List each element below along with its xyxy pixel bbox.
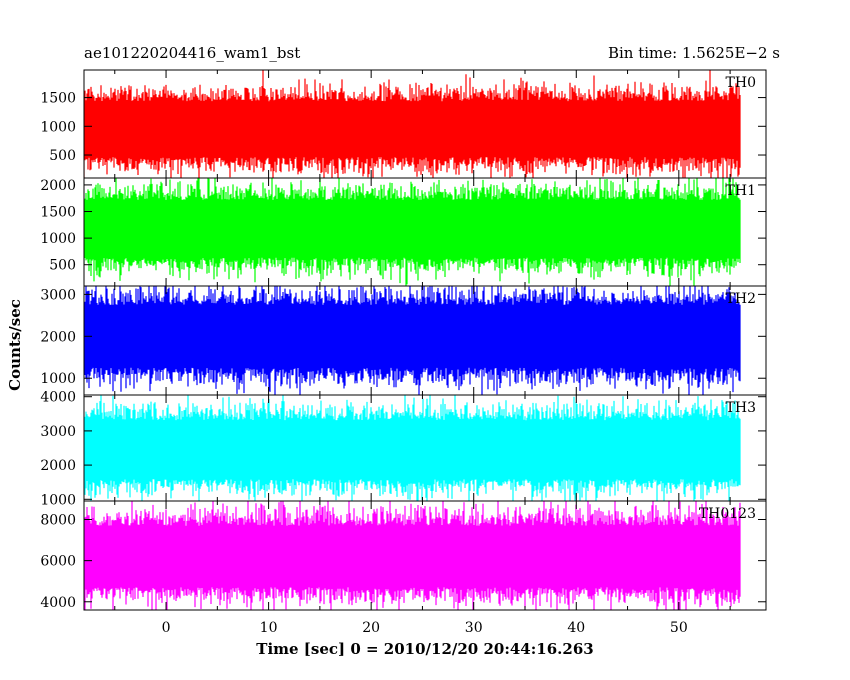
y-tick-label: 4000	[40, 595, 76, 611]
series-label-th3: TH3	[726, 400, 756, 416]
y-tick-label: 500	[49, 148, 76, 164]
panel-frame	[83, 500, 767, 611]
y-tick-label: 6000	[40, 554, 76, 570]
series-trace-th1	[84, 178, 741, 286]
chart-title-left: ae101220204416_wam1_bst	[84, 44, 300, 62]
x-axis-label: Time [sec] 0 = 2010/12/20 20:44:16.263	[256, 640, 593, 658]
panels-group: TH050010001500TH1500100015002000TH210002…	[40, 69, 767, 636]
series-label-th0: TH0	[726, 75, 756, 91]
series-trace-th3	[84, 395, 741, 501]
y-tick-label: 3000	[40, 287, 76, 303]
series-label-th0123: TH0123	[699, 506, 756, 522]
y-tick-label: 8000	[40, 513, 76, 529]
x-tick-label: 20	[362, 620, 380, 636]
x-tick-label: 50	[670, 620, 688, 636]
panel-th1: TH1 500 1000 1500 2000	[40, 177, 767, 287]
series-trace-th0	[84, 70, 741, 178]
series-label-th2: TH2	[726, 291, 756, 307]
y-tick-label: 1500	[40, 91, 76, 107]
panel-th0: TH0 500 1000 1500	[40, 69, 767, 179]
x-tick-label: 40	[567, 620, 585, 636]
y-tick-label: 500	[49, 258, 76, 274]
x-tick-label: 0	[162, 620, 171, 636]
panel-th3: TH3 1000 2000 3000 4000	[40, 390, 767, 508]
series-label-th1: TH1	[726, 183, 756, 199]
x-tick-label: 30	[465, 620, 483, 636]
y-tick-label: 2000	[40, 178, 76, 194]
chart-title-right: Bin time: 1.5625E−2 s	[608, 44, 780, 62]
y-tick-label: 1000	[40, 119, 76, 135]
panel-th0123: TH0123 4000 6000 8000	[40, 500, 767, 611]
y-tick-label: 1000	[40, 231, 76, 247]
y-axis-label: Counts/sec	[6, 299, 24, 391]
y-tick-label: 1000	[40, 371, 76, 387]
series-trace-th2	[84, 286, 741, 395]
y-tick-label: 3000	[40, 424, 76, 440]
x-tick-label: 10	[260, 620, 278, 636]
y-tick-label: 2000	[40, 329, 76, 345]
series-trace-th0123	[84, 501, 741, 610]
y-tick-label: 1500	[40, 205, 76, 221]
y-tick-label: 1000	[40, 492, 76, 508]
y-tick-label: 2000	[40, 458, 76, 474]
y-tick-label: 4000	[40, 390, 76, 406]
panel-th2: TH2 1000 2000 3000	[40, 285, 767, 396]
